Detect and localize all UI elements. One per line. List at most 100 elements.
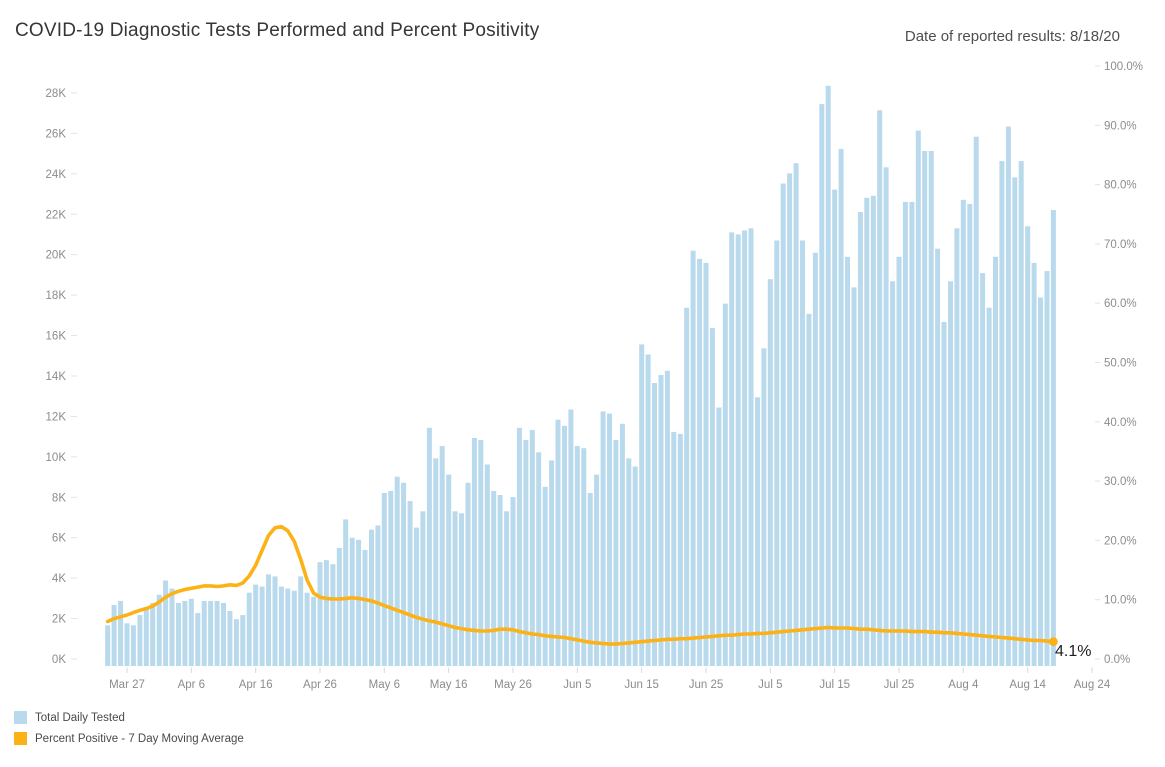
bar[interactable] bbox=[652, 383, 657, 666]
bar[interactable] bbox=[825, 85, 831, 667]
bar[interactable] bbox=[195, 613, 201, 666]
bar[interactable] bbox=[581, 448, 587, 666]
bar[interactable] bbox=[787, 173, 793, 666]
bar[interactable] bbox=[266, 574, 271, 666]
bar[interactable] bbox=[793, 163, 799, 666]
bar[interactable] bbox=[285, 588, 291, 666]
bar[interactable] bbox=[697, 258, 703, 666]
bar[interactable] bbox=[574, 446, 580, 666]
bar[interactable] bbox=[845, 256, 850, 666]
bar[interactable] bbox=[1005, 126, 1011, 667]
bar[interactable] bbox=[510, 497, 516, 666]
bar[interactable] bbox=[330, 564, 336, 666]
bar[interactable] bbox=[587, 493, 593, 666]
bar[interactable] bbox=[954, 228, 960, 667]
bar[interactable] bbox=[375, 525, 381, 667]
bar[interactable] bbox=[208, 600, 214, 666]
bar[interactable] bbox=[870, 195, 876, 667]
bar[interactable] bbox=[806, 313, 812, 666]
bar[interactable] bbox=[452, 511, 458, 666]
percent-positive-line[interactable] bbox=[105, 524, 1056, 646]
bar[interactable] bbox=[735, 234, 741, 666]
bar[interactable] bbox=[414, 527, 419, 666]
bar[interactable] bbox=[118, 600, 124, 666]
bar[interactable] bbox=[664, 370, 670, 666]
bar[interactable] bbox=[388, 490, 394, 666]
bar[interactable] bbox=[272, 576, 278, 666]
bar[interactable] bbox=[600, 411, 606, 667]
bar[interactable] bbox=[1018, 161, 1024, 666]
bar[interactable] bbox=[941, 322, 947, 666]
bar[interactable] bbox=[465, 482, 471, 666]
bar[interactable] bbox=[362, 550, 368, 666]
bar[interactable] bbox=[1031, 262, 1037, 666]
bar[interactable] bbox=[516, 427, 522, 666]
bar[interactable] bbox=[182, 600, 188, 666]
bar[interactable] bbox=[1050, 210, 1056, 666]
bar[interactable] bbox=[857, 212, 863, 666]
bar[interactable] bbox=[497, 495, 503, 666]
bar[interactable] bbox=[851, 287, 857, 666]
bar[interactable] bbox=[459, 513, 464, 666]
bar[interactable] bbox=[619, 423, 625, 666]
bar[interactable] bbox=[150, 602, 156, 666]
bar[interactable] bbox=[632, 466, 638, 667]
bar[interactable] bbox=[426, 427, 432, 666]
bar[interactable] bbox=[214, 600, 220, 666]
legend-item-total-daily-tested[interactable]: Total Daily Tested bbox=[14, 707, 244, 728]
bar[interactable] bbox=[317, 562, 323, 666]
bar[interactable] bbox=[562, 425, 567, 666]
bar[interactable] bbox=[890, 281, 896, 666]
bar[interactable] bbox=[349, 537, 355, 666]
bar[interactable] bbox=[536, 452, 542, 666]
bar[interactable] bbox=[864, 197, 870, 667]
bar[interactable] bbox=[960, 199, 966, 667]
bar[interactable] bbox=[671, 431, 677, 666]
bar[interactable] bbox=[188, 598, 194, 666]
bar[interactable] bbox=[684, 307, 690, 666]
bar[interactable] bbox=[471, 438, 477, 666]
bar[interactable] bbox=[767, 279, 773, 666]
bar[interactable] bbox=[156, 594, 162, 666]
bar[interactable] bbox=[902, 201, 908, 666]
bar[interactable] bbox=[369, 529, 374, 666]
bar[interactable] bbox=[690, 250, 696, 666]
bar[interactable] bbox=[819, 104, 825, 667]
bar[interactable] bbox=[304, 592, 310, 666]
bar[interactable] bbox=[613, 440, 619, 666]
bar[interactable] bbox=[439, 446, 445, 666]
bar[interactable] bbox=[246, 592, 252, 666]
bar[interactable] bbox=[336, 547, 342, 666]
bar[interactable] bbox=[137, 615, 143, 666]
bar[interactable] bbox=[504, 511, 510, 666]
bar[interactable] bbox=[729, 232, 735, 666]
bar[interactable] bbox=[555, 419, 561, 666]
bar[interactable] bbox=[111, 604, 117, 666]
bar[interactable] bbox=[169, 588, 175, 666]
bar[interactable] bbox=[311, 596, 317, 666]
bar[interactable] bbox=[394, 476, 400, 666]
bar[interactable] bbox=[259, 586, 265, 666]
bar[interactable] bbox=[1044, 271, 1050, 666]
bar[interactable] bbox=[143, 609, 149, 666]
bar[interactable] bbox=[491, 490, 497, 666]
bar[interactable] bbox=[838, 148, 844, 666]
bar[interactable] bbox=[484, 464, 490, 667]
bar[interactable] bbox=[716, 407, 722, 667]
bar[interactable] bbox=[922, 151, 928, 666]
bar[interactable] bbox=[626, 458, 632, 666]
bar[interactable] bbox=[935, 248, 941, 666]
bar[interactable] bbox=[915, 130, 921, 667]
legend-item-percent-positive[interactable]: Percent Positive - 7 Day Moving Average bbox=[14, 728, 244, 749]
bar[interactable] bbox=[433, 458, 439, 666]
bar[interactable] bbox=[176, 602, 181, 666]
bar[interactable] bbox=[163, 580, 169, 667]
bar[interactable] bbox=[645, 354, 651, 667]
bar[interactable] bbox=[105, 625, 111, 666]
bar[interactable] bbox=[677, 433, 683, 666]
bar[interactable] bbox=[812, 252, 818, 667]
bar[interactable] bbox=[909, 201, 915, 666]
bar[interactable] bbox=[607, 413, 612, 666]
bar[interactable] bbox=[227, 611, 233, 666]
